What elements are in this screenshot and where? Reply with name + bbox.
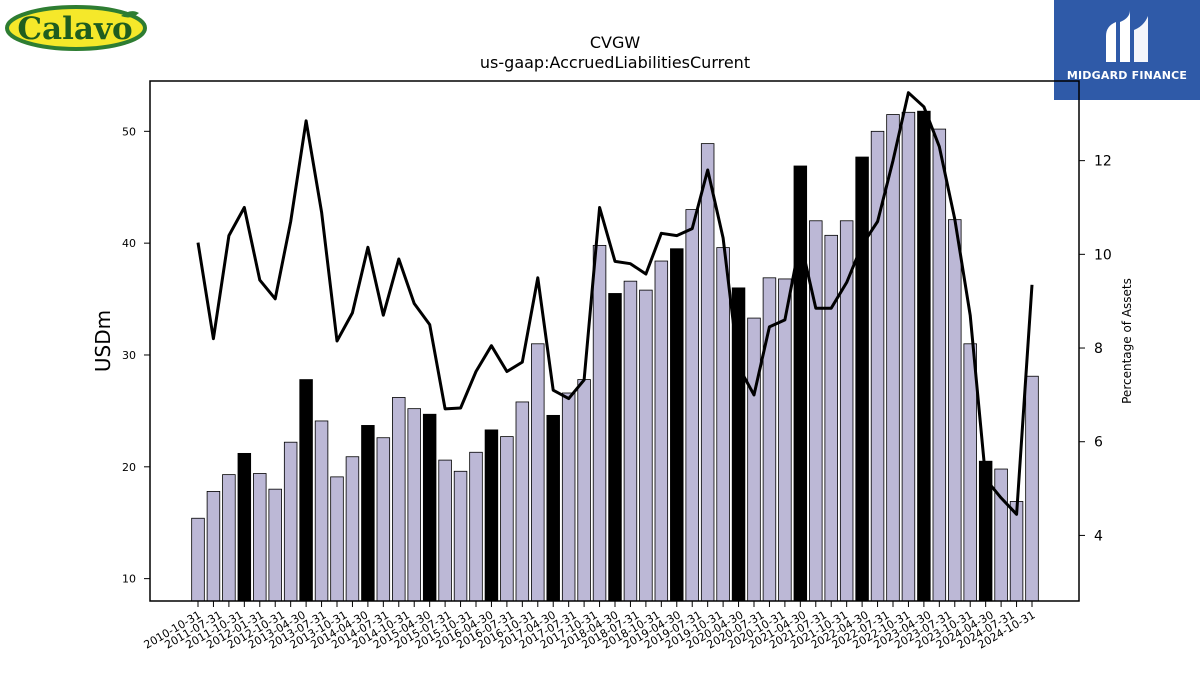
bar-3 — [237, 452, 252, 602]
bar-46 — [901, 111, 916, 602]
bars-layer — [191, 110, 1039, 602]
y-tick-label: 30 — [122, 349, 136, 362]
bar-53 — [1009, 501, 1024, 602]
bar-13 — [392, 397, 406, 602]
bar-5 — [268, 488, 282, 602]
bar-23 — [546, 414, 560, 602]
publisher-name: MIDGARD FINANCE — [1066, 69, 1188, 82]
bar-18 — [469, 451, 483, 602]
bar-38 — [778, 278, 792, 602]
bar-8 — [314, 420, 329, 602]
bar-49 — [948, 219, 962, 602]
bar-41 — [824, 234, 838, 602]
bar-28 — [623, 280, 638, 602]
bar-50 — [963, 343, 977, 602]
bar-43 — [855, 156, 869, 602]
y2-tick-label: 10 — [1094, 247, 1112, 263]
bar-17 — [453, 470, 468, 602]
calavo-logo-text: Calavo — [17, 11, 132, 47]
midgard-finance-logo: MIDGARD FINANCE — [1054, 0, 1200, 100]
bar-22 — [531, 343, 545, 602]
y-tick-label: 10 — [122, 573, 136, 586]
bar-29 — [639, 289, 653, 602]
bar-39 — [793, 165, 808, 602]
y2-tick-label: 6 — [1094, 435, 1103, 451]
bar-2 — [222, 474, 236, 602]
chart-subtitle: us-gaap:AccruedLiabilitiesCurrent — [480, 53, 750, 72]
bar-11 — [361, 425, 375, 602]
bar-52 — [994, 468, 1008, 602]
bar-19 — [484, 429, 499, 602]
bar-0 — [191, 517, 205, 602]
bar-16 — [438, 459, 452, 602]
bar-6 — [283, 441, 298, 602]
bar-54 — [1025, 375, 1039, 602]
bar-31 — [670, 248, 684, 602]
bar-20 — [500, 436, 514, 602]
bar-27 — [608, 293, 622, 602]
bar-26 — [592, 244, 607, 602]
bar-40 — [809, 220, 823, 602]
percentage-of-assets-line — [196, 91, 1034, 516]
y2-tick-label: 12 — [1094, 154, 1112, 170]
y2-axis-label: Percentage of Assets — [1120, 278, 1134, 404]
bar-24 — [561, 392, 576, 602]
bar-21 — [515, 401, 530, 602]
y-tick-label: 40 — [122, 237, 136, 250]
bar-15 — [422, 413, 437, 602]
y-tick-label: 50 — [122, 125, 136, 138]
bar-34 — [716, 247, 730, 602]
left-axis: 10 20 30 40 50 — [122, 125, 150, 586]
bar-9 — [330, 476, 344, 602]
bar-1 — [206, 491, 221, 602]
bar-36 — [747, 317, 761, 602]
bar-47 — [917, 110, 931, 602]
y-axis-label: USDm — [91, 310, 115, 372]
y2-tick-label: 4 — [1094, 528, 1103, 544]
x-axis: 2010-10-312011-07-312011-10-312012-01-31… — [142, 601, 1038, 652]
bar-10 — [345, 456, 360, 602]
right-axis: 4 6 8 10 12 — [1079, 154, 1112, 544]
y-tick-label: 20 — [122, 461, 136, 474]
bar-45 — [886, 114, 900, 602]
chart-title: CVGW — [590, 33, 641, 52]
bar-14 — [407, 408, 421, 602]
bar-33 — [700, 143, 715, 602]
calavo-logo: Calavo — [5, 4, 147, 52]
bar-12 — [376, 437, 391, 602]
bar-25 — [577, 379, 591, 602]
y2-tick-label: 8 — [1094, 341, 1103, 357]
bar-4 — [253, 473, 267, 602]
bar-30 — [654, 260, 669, 602]
midgard-emblem-icon — [1106, 10, 1148, 62]
bar-7 — [299, 379, 313, 602]
bar-48 — [932, 128, 947, 602]
bar-42 — [839, 220, 854, 602]
bar-32 — [685, 209, 699, 602]
